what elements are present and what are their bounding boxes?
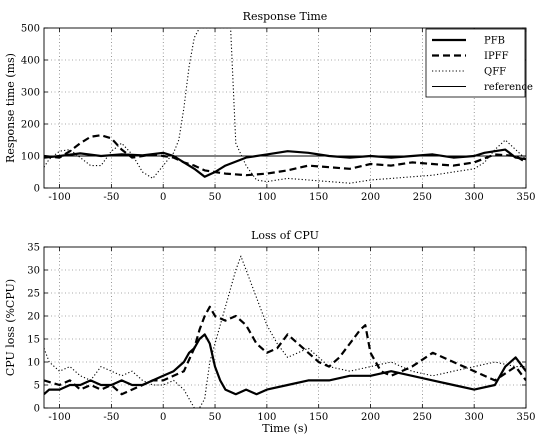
x-tick-label: -100 — [48, 192, 70, 203]
series-group — [44, 28, 526, 184]
x-tick-label: 150 — [309, 192, 328, 203]
x-tick-label: 350 — [516, 412, 535, 423]
legend-label: IPFF — [484, 51, 509, 62]
x-axis-label: Time (s) — [262, 422, 308, 435]
y-tick-label: 30 — [27, 266, 40, 277]
y-tick-label: 100 — [21, 152, 40, 163]
x-tick-label: 200 — [361, 192, 380, 203]
y-tick-label: 300 — [21, 88, 40, 99]
response-time-chart: Response Time Response time (ms) -100 -50… — [4, 10, 536, 203]
plot-frame — [43, 27, 527, 189]
x-tick-label: 50 — [209, 412, 222, 423]
series-line-pfb — [44, 148, 526, 178]
x-tick-label: 150 — [309, 412, 328, 423]
y-tick-label: 10 — [27, 358, 40, 369]
chart-title: Response Time — [243, 10, 328, 23]
y-axis-label: Response time (ms) — [4, 53, 17, 163]
x-tick-label: -50 — [103, 192, 119, 203]
series-line-ipff — [44, 305, 526, 396]
series-group — [44, 255, 526, 408]
x-tick-label: 100 — [257, 192, 276, 203]
y-tick-label: 200 — [21, 120, 40, 131]
x-tick-label: -50 — [103, 412, 119, 423]
x-tick-label: 50 — [209, 192, 222, 203]
y-tick-label: 20 — [27, 312, 40, 323]
plot-frame — [43, 246, 527, 409]
legend-label: PFB — [484, 36, 505, 47]
x-tick-label: 0 — [160, 192, 166, 203]
y-tick-label: 5 — [34, 381, 40, 392]
x-tick-label: 300 — [465, 192, 484, 203]
y-axis-label: CPU loss (%CPU) — [4, 279, 17, 376]
x-tick-label: -100 — [48, 412, 70, 423]
x-tick-label: 200 — [361, 412, 380, 423]
x-tick-label: 350 — [516, 192, 535, 203]
x-tick-label: 250 — [413, 412, 432, 423]
x-tick-label: 300 — [465, 412, 484, 423]
y-tick-label: 15 — [27, 335, 40, 346]
x-tick-label: 0 — [160, 412, 166, 423]
series-line-pfb — [44, 333, 526, 396]
y-tick-label: 400 — [21, 56, 40, 67]
y-tick-label: 0 — [34, 404, 40, 415]
cpu-loss-chart: Loss of CPU CPU loss (%CPU) Time (s) -10… — [4, 229, 536, 435]
x-tick-label: 250 — [413, 192, 432, 203]
series-line-qff — [44, 255, 526, 408]
y-tick-label: 500 — [21, 24, 40, 35]
legend: PFB IPFF QFF reference — [425, 28, 533, 98]
y-tick-label: 25 — [27, 289, 40, 300]
legend-label: reference — [484, 82, 533, 93]
chart-title: Loss of CPU — [251, 229, 319, 242]
series-line-ipff — [44, 134, 526, 177]
legend-label: QFF — [484, 67, 506, 78]
y-tick-label: 35 — [27, 243, 40, 254]
y-tick-label: 0 — [34, 184, 40, 195]
x-tick-label: 100 — [257, 412, 276, 423]
